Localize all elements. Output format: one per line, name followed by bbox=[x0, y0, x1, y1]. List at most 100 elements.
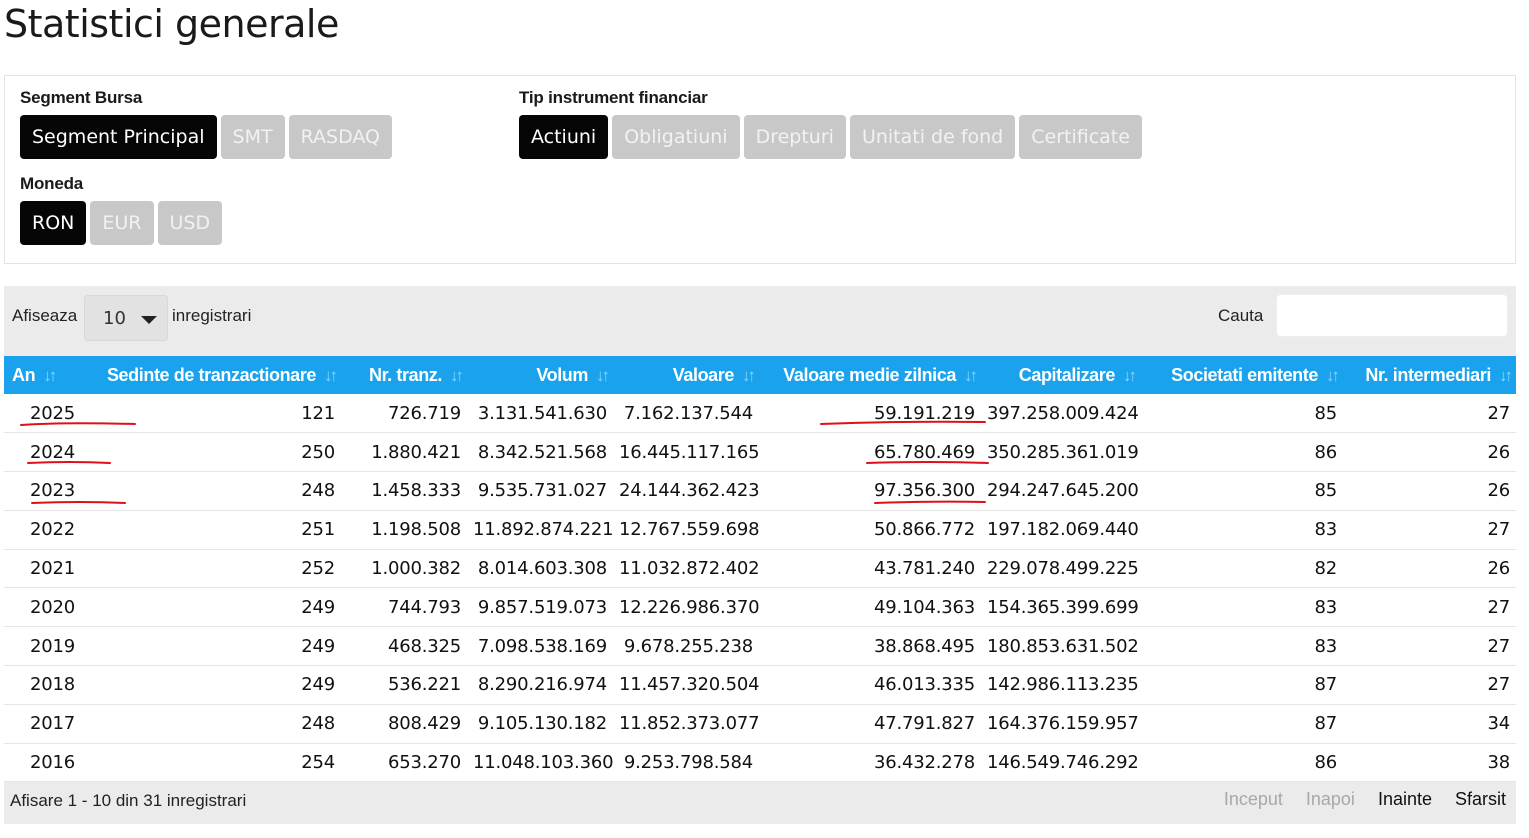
table-cell: 808.429 bbox=[387, 713, 461, 735]
table-row: 2018 249 536.221 8.290.216.974 11.457.320.50… bbox=[4, 665, 1516, 705]
currency-usd-button[interactable]: USD bbox=[157, 201, 223, 245]
table-cell: 11.852.373.077 bbox=[619, 713, 760, 735]
table-cell: 85 bbox=[1314, 480, 1337, 502]
table-cell: 9.105.130.182 bbox=[477, 713, 607, 735]
table-cell: 7.162.137.544 bbox=[623, 402, 753, 424]
table-cell: 2022 bbox=[30, 519, 76, 541]
table-cell: 2024 bbox=[30, 441, 76, 463]
column-header[interactable]: Nr. intermediari ↓↑ bbox=[1343, 356, 1516, 394]
table-cell: 1.458.333 bbox=[371, 480, 461, 502]
table-cell: 27 bbox=[1487, 402, 1510, 424]
table-cell: 1.880.421 bbox=[371, 441, 461, 463]
column-header[interactable]: Capitalizare ↓↑ bbox=[981, 356, 1140, 394]
table-cell: 27 bbox=[1487, 674, 1510, 696]
pager-first-button[interactable]: Inceput bbox=[1223, 789, 1283, 809]
table-cell: 726.719 bbox=[387, 402, 461, 424]
column-header[interactable]: Valoare ↓↑ bbox=[613, 356, 759, 394]
segment-principal-button[interactable]: Segment Principal bbox=[20, 115, 217, 159]
table-cell: 87 bbox=[1314, 674, 1337, 696]
column-header-label: Sedinte de tranzactionare bbox=[106, 364, 316, 385]
pager-next-button[interactable]: Inainte bbox=[1377, 789, 1432, 809]
sort-icon: ↓↑ bbox=[43, 365, 57, 385]
table-cell: 16.445.117.165 bbox=[619, 441, 760, 463]
instrument-certificate-button[interactable]: Certificate bbox=[1019, 115, 1142, 159]
table-cell: 229.078.499.225 bbox=[987, 558, 1139, 580]
pager-last-button[interactable]: Sfarsit bbox=[1454, 789, 1506, 809]
instrument-drepturi-button[interactable]: Drepturi bbox=[743, 115, 846, 159]
column-header[interactable]: Valoare medie zilnica ↓↑ bbox=[759, 356, 981, 394]
pager-prev-button[interactable]: Inapoi bbox=[1305, 789, 1355, 809]
table-row: 2024 250 1.880.421 8.342.521.568 16.445.117.… bbox=[4, 432, 1516, 472]
table-cell: 248 bbox=[301, 480, 335, 502]
instrument-actiuni-button[interactable]: Actiuni bbox=[519, 115, 609, 159]
table-cell: 65.780.469 bbox=[873, 441, 975, 463]
currency-eur-button[interactable]: EUR bbox=[90, 201, 154, 245]
table-info: Afisare 1 - 10 din 31 inregistrari bbox=[10, 791, 247, 810]
pagination: Inceput Inapoi Inainte Sfarsit bbox=[1224, 789, 1506, 810]
table-cell: 9.678.255.238 bbox=[623, 635, 753, 657]
sort-icon: ↓↑ bbox=[596, 365, 610, 385]
column-header-label: Nr. intermediari bbox=[1365, 364, 1491, 385]
column-header[interactable]: Sedinte de tranzactionare ↓↑ bbox=[84, 356, 341, 394]
table-header-row: An ↓↑ Sedinte de tranzactionare ↓↑ Nr. tranz… bbox=[4, 356, 1516, 394]
table-cell: 9.535.731.027 bbox=[477, 480, 607, 502]
table-cell: 87 bbox=[1314, 713, 1337, 735]
table-cell: 2023 bbox=[30, 480, 76, 502]
table-cell: 3.131.541.630 bbox=[477, 402, 607, 424]
table-cell: 2020 bbox=[30, 596, 76, 618]
sort-icon: ↓↑ bbox=[742, 365, 756, 385]
currency-button-group: RON EUR USD bbox=[20, 201, 223, 245]
table-row: 2022 251 1.198.508 11.892.874.221 12.767.559… bbox=[4, 510, 1516, 550]
table-cell: 83 bbox=[1314, 635, 1337, 657]
table-cell: 2018 bbox=[30, 674, 76, 696]
column-header[interactable]: Nr. tranz. ↓↑ bbox=[341, 356, 467, 394]
table-cell: 254 bbox=[301, 752, 335, 774]
table-cell: 11.048.103.360 bbox=[473, 752, 614, 774]
segment-button-group: Segment Principal SMT RASDAQ bbox=[20, 115, 392, 159]
table-cell: 43.781.240 bbox=[873, 558, 975, 580]
records-label: inregistrari bbox=[172, 306, 252, 325]
currency-ron-button[interactable]: RON bbox=[20, 201, 87, 245]
column-header-label: Societati emitente bbox=[1171, 364, 1318, 385]
table-cell: 83 bbox=[1314, 519, 1337, 541]
table-cell: 86 bbox=[1314, 752, 1337, 774]
show-entries-label: Afiseaza bbox=[12, 306, 78, 325]
table-row: 2025 121 726.719 3.131.541.630 7.162.137.544… bbox=[4, 394, 1516, 433]
table-cell: 251 bbox=[301, 519, 335, 541]
page-title: Statistici generale bbox=[4, 2, 339, 46]
table-cell: 2021 bbox=[30, 558, 76, 580]
search-input[interactable] bbox=[1276, 294, 1508, 337]
page-length-select[interactable]: 10 bbox=[84, 295, 168, 341]
table-cell: 249 bbox=[301, 596, 335, 618]
currency-label: Moneda bbox=[20, 174, 84, 193]
table-cell: 164.376.159.957 bbox=[987, 713, 1139, 735]
segment-smt-button[interactable]: SMT bbox=[220, 115, 285, 159]
table-cell: 34 bbox=[1487, 713, 1510, 735]
column-header-label: Valoare bbox=[672, 364, 735, 385]
filter-panel: Segment Bursa Segment Principal SMT RASD… bbox=[4, 75, 1516, 264]
column-header-label: An bbox=[12, 364, 36, 385]
table-cell: 47.791.827 bbox=[873, 713, 975, 735]
column-header[interactable]: Volum ↓↑ bbox=[467, 356, 613, 394]
table-cell: 2016 bbox=[30, 752, 76, 774]
table-cell: 49.104.363 bbox=[873, 596, 975, 618]
sort-icon: ↓↑ bbox=[964, 365, 978, 385]
table-cell: 97.356.300 bbox=[873, 480, 975, 502]
table-cell: 252 bbox=[301, 558, 335, 580]
table-cell: 536.221 bbox=[387, 674, 461, 696]
table-cell: 1.198.508 bbox=[371, 519, 461, 541]
instrument-obligatiuni-button[interactable]: Obligatiuni bbox=[612, 115, 740, 159]
table-cell: 12.767.559.698 bbox=[619, 519, 760, 541]
column-header[interactable]: Societati emitente ↓↑ bbox=[1140, 356, 1343, 394]
sort-icon: ↓↑ bbox=[324, 365, 338, 385]
page-length-value: 10 bbox=[103, 307, 126, 329]
segment-rasdaq-button[interactable]: RASDAQ bbox=[288, 115, 392, 159]
table-cell: 146.549.746.292 bbox=[987, 752, 1139, 774]
table-cell: 2025 bbox=[30, 402, 76, 424]
instrument-unitati-button[interactable]: Unitati de fond bbox=[849, 115, 1016, 159]
column-header[interactable]: An ↓↑ bbox=[4, 356, 84, 394]
table-cell: 121 bbox=[301, 402, 335, 424]
table-cell: 397.258.009.424 bbox=[987, 402, 1139, 424]
table-cell: 46.013.335 bbox=[873, 674, 975, 696]
table-cell: 59.191.219 bbox=[873, 402, 975, 424]
